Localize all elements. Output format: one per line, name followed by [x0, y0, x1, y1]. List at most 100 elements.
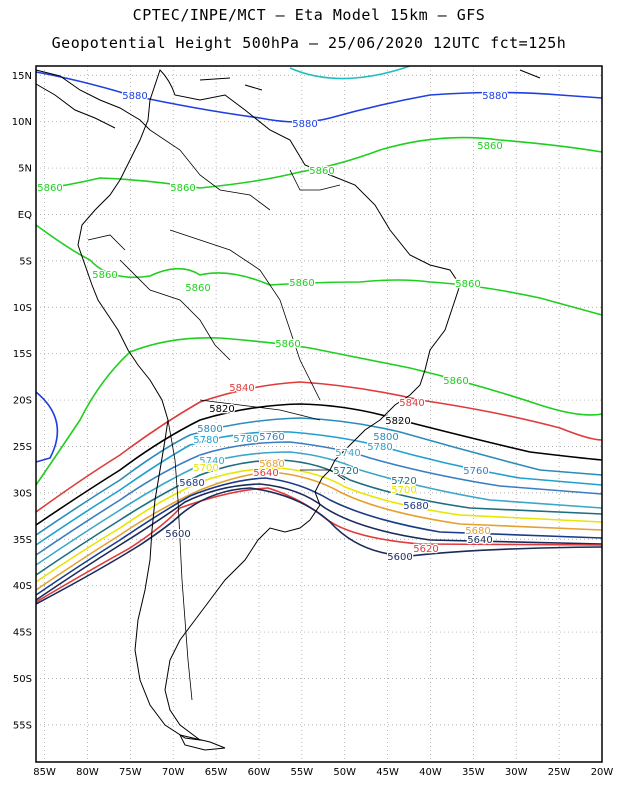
lat-tick-label: 45S — [13, 628, 32, 639]
lon-tick-label: 20W — [591, 767, 614, 778]
contour-label: 5800 — [373, 432, 398, 443]
lon-tick-label: 30W — [505, 767, 528, 778]
contour-label: 5680 — [179, 478, 204, 489]
contour-label: 5860 — [275, 339, 300, 350]
contour-5780 — [35, 430, 603, 546]
lon-tick-label: 70W — [162, 767, 185, 778]
contour-label: 5640 — [253, 468, 278, 479]
contour-label: 5760 — [463, 466, 488, 477]
contour-label: 5880 — [482, 91, 507, 102]
contour-5820 — [35, 403, 603, 526]
contour-label: 5860 — [289, 278, 314, 289]
lon-tick-label: 55W — [291, 767, 314, 778]
lat-tick-label: 30S — [13, 488, 32, 499]
contour-label: 5840 — [229, 383, 254, 394]
contour-label: 5700 — [391, 485, 416, 496]
contour-5680-a — [35, 471, 603, 591]
contour-5720 — [35, 459, 603, 576]
contour-5840 — [35, 381, 603, 513]
contour-label: 5740 — [335, 448, 360, 459]
contour-label: 5880 — [292, 119, 317, 130]
contour-5640 — [35, 483, 603, 601]
chart-title-line1: CPTEC/INPE/MCT – Eta Model 15km – GFS — [132, 6, 486, 24]
contour-label: 5680 — [403, 501, 428, 512]
contour-label: 5820 — [209, 404, 234, 415]
lon-tick-label: 60W — [248, 767, 271, 778]
contour-label: 5600 — [165, 529, 190, 540]
contour-label: 5620 — [413, 544, 438, 555]
lat-tick-label: 40S — [13, 581, 32, 592]
contour-5860-mid — [35, 224, 603, 316]
contour-5740 — [35, 451, 603, 566]
border-ecuador — [87, 234, 126, 251]
contour-label: 5700 — [193, 463, 218, 474]
lon-tick-label: 25W — [548, 767, 571, 778]
contour-label: 5880 — [122, 91, 147, 102]
contour-label: 5860 — [170, 183, 195, 194]
contour-5880-west — [35, 391, 59, 463]
lon-tick-label: 85W — [33, 767, 56, 778]
lon-tick-label: 65W — [205, 767, 228, 778]
coastlines — [35, 69, 541, 751]
contour-label: 5780 — [367, 442, 392, 453]
contour-5860-north — [35, 136, 603, 191]
contour-5620 — [35, 487, 603, 603]
country-borders — [87, 129, 346, 701]
contour-5600 — [35, 487, 603, 605]
contour-label: 5860 — [309, 166, 334, 177]
contour-label: 5640 — [467, 535, 492, 546]
caribbean-islands — [199, 69, 541, 91]
border-chile-argentina — [167, 419, 193, 701]
contour-label: 5860 — [477, 141, 502, 152]
contour-5880-north — [35, 71, 603, 123]
lat-tick-label: 25S — [13, 442, 32, 453]
lat-tick-label: 35S — [13, 535, 32, 546]
contour-5760 — [35, 441, 603, 556]
contour-label: 5840 — [399, 398, 424, 409]
lon-tick-label: 40W — [419, 767, 442, 778]
contour-label: 5820 — [385, 416, 410, 427]
contour-5700 — [35, 467, 603, 583]
contour-label: 5860 — [37, 183, 62, 194]
contour-label: 5800 — [197, 424, 222, 435]
contour-label: 5600 — [387, 552, 412, 563]
contour-5680-b — [35, 477, 603, 596]
lon-tick-label: 50W — [333, 767, 356, 778]
contour-label: 5740 — [199, 456, 224, 467]
south-america-outline — [77, 69, 461, 741]
tierra-del-fuego — [179, 734, 226, 751]
border-uruguay — [300, 469, 346, 481]
contour-5800 — [35, 417, 603, 536]
lat-tick-label: 15N — [12, 71, 32, 82]
lat-tick-label: 5N — [18, 164, 32, 175]
lat-tick-label: 5S — [19, 256, 32, 267]
lat-tick-label: 10N — [12, 117, 32, 128]
border-guianas — [289, 169, 341, 191]
lat-tick-label: 15S — [13, 349, 32, 360]
lat-tick-label: 10S — [13, 303, 32, 314]
border-colombia-venezuela — [149, 129, 271, 211]
lon-tick-label: 45W — [376, 767, 399, 778]
border-peru-bolivia — [119, 259, 231, 361]
contour-label: 5860 — [92, 270, 117, 281]
contour-label: 5860 — [185, 283, 210, 294]
lat-tick-label: 55S — [13, 720, 32, 731]
central-america-outline — [35, 69, 151, 131]
contour-label: 5760 — [259, 432, 284, 443]
contour-5900 — [289, 65, 411, 80]
border-argentina-north — [199, 399, 321, 421]
lon-tick-label: 75W — [119, 767, 142, 778]
lat-tick-label: 20S — [13, 396, 32, 407]
border-brazil-west — [169, 229, 321, 401]
contour-label: 5860 — [455, 279, 480, 290]
axis-labels: 15N 10N 5N EQ 5S 10S 15S 20S 25S 30S 35S 40S 45S 50S 5… — [12, 71, 614, 778]
lat-tick-label: EQ — [18, 210, 32, 221]
chart-title-line2: Geopotential Height 500hPa – 25/06/2020 … — [51, 34, 567, 52]
contour-label: 5680 — [465, 526, 490, 537]
contour-label: 5860 — [443, 376, 468, 387]
lat-tick-label: 50S — [13, 674, 32, 685]
contour-labels: 5880 5880 5880 5860 5860 5860 5860 5860 5860 5860… — [36, 90, 509, 565]
contour-lines — [35, 65, 603, 605]
lon-tick-label: 80W — [76, 767, 99, 778]
